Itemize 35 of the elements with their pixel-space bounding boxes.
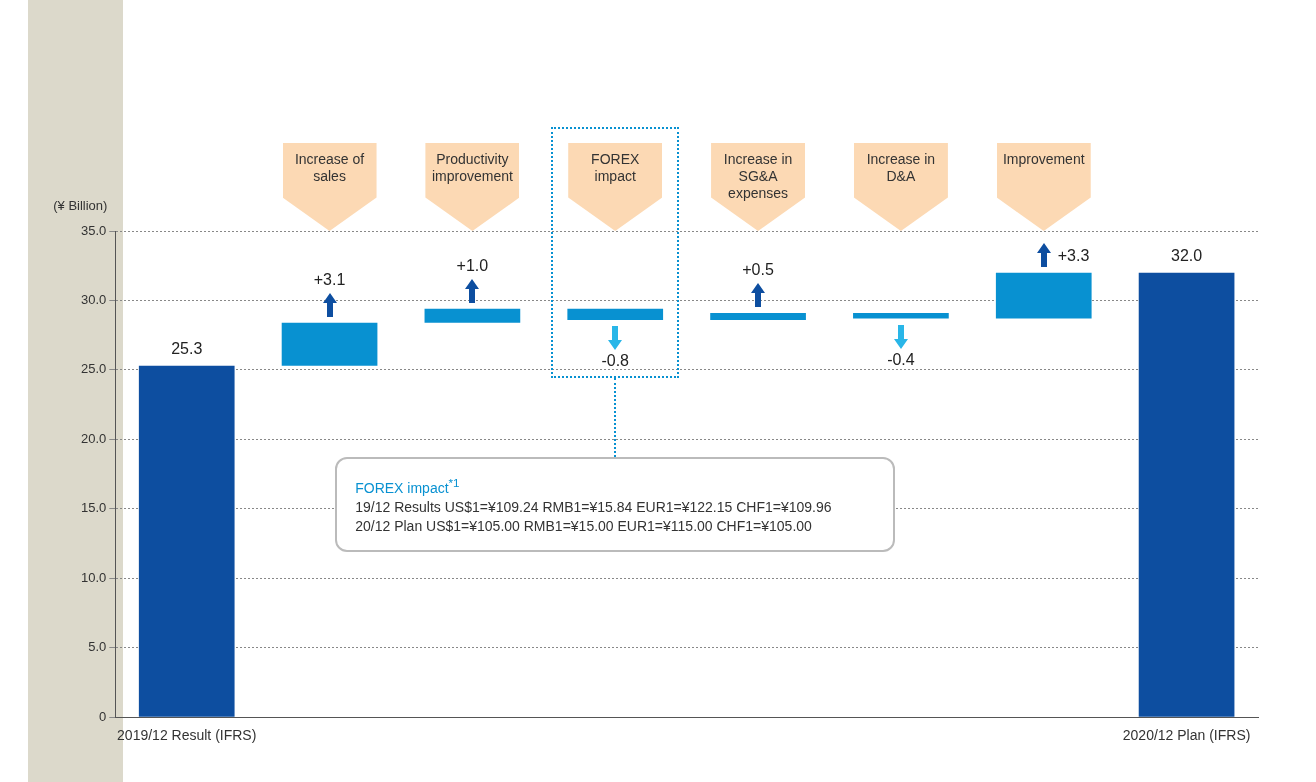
y-tick-label: 25.0 [80, 361, 107, 377]
bar [424, 308, 521, 323]
bar [710, 312, 806, 320]
x-tick-label: 2020/12 Plan (IFRS) [1122, 727, 1251, 744]
data-label: +0.5 [742, 261, 774, 279]
x-tick-label: Increase in SG&A expenses [722, 151, 794, 203]
data-label: +3.1 [313, 271, 346, 289]
bar [853, 312, 949, 319]
data-label: 25.3 [171, 340, 203, 358]
x-tick-label: Improvement [1002, 151, 1085, 169]
y-tick-label: 35.0 [80, 222, 107, 238]
note-box: FOREX impact$^{*1}$ 19/12 Results US$1=¥109.24 RMB1=¥15.84 EUR1=¥122.15 CHF1=¥109.96 20/12 Plan US$1=¥105.00 RMB1=¥15.00 EUR1=¥115.00 CHF1=¥105.00 [335, 457, 896, 552]
y-tick-label: 5.0 [88, 639, 107, 655]
bar [281, 322, 378, 366]
y-tick-label: 20.0 [80, 430, 107, 446]
x-tick-label: 2019/12 Result (IFRS) [117, 727, 257, 744]
bar [567, 308, 664, 320]
bar [138, 365, 235, 717]
bar [995, 272, 1092, 319]
y-tick-label: 15.0 [80, 500, 107, 516]
data-label: 32.0 [1171, 247, 1203, 265]
y-tick-label: 0 [99, 708, 107, 724]
data-label: +3.3 [1057, 247, 1090, 265]
y-tick-label: 10.0 [80, 569, 107, 585]
x-tick-label: FOREX impact [590, 151, 641, 186]
y-axis-title: (¥ Billion) [53, 198, 108, 214]
annotation: FOREX impact$^{*1}$ 19/12 Results US$1=¥109.24 RMB1=¥15.84 EUR1=¥122.15 CHF1=¥109.96 20/12 Plan US$1=¥105.00 RMB1=¥15.00 EUR1=¥115.00 CHF1=¥105.00 [355, 475, 833, 536]
data-label: -0.8 [601, 352, 630, 370]
data-label: +1.0 [456, 257, 489, 275]
bar [1138, 272, 1235, 717]
data-label: -0.4 [887, 350, 915, 368]
x-tick-label: Productivity improvement [430, 151, 514, 186]
x-tick-label: Increase in D&A [865, 151, 937, 186]
y-tick-label: 30.0 [80, 292, 107, 308]
x-tick-label: Increase of sales [293, 151, 366, 186]
